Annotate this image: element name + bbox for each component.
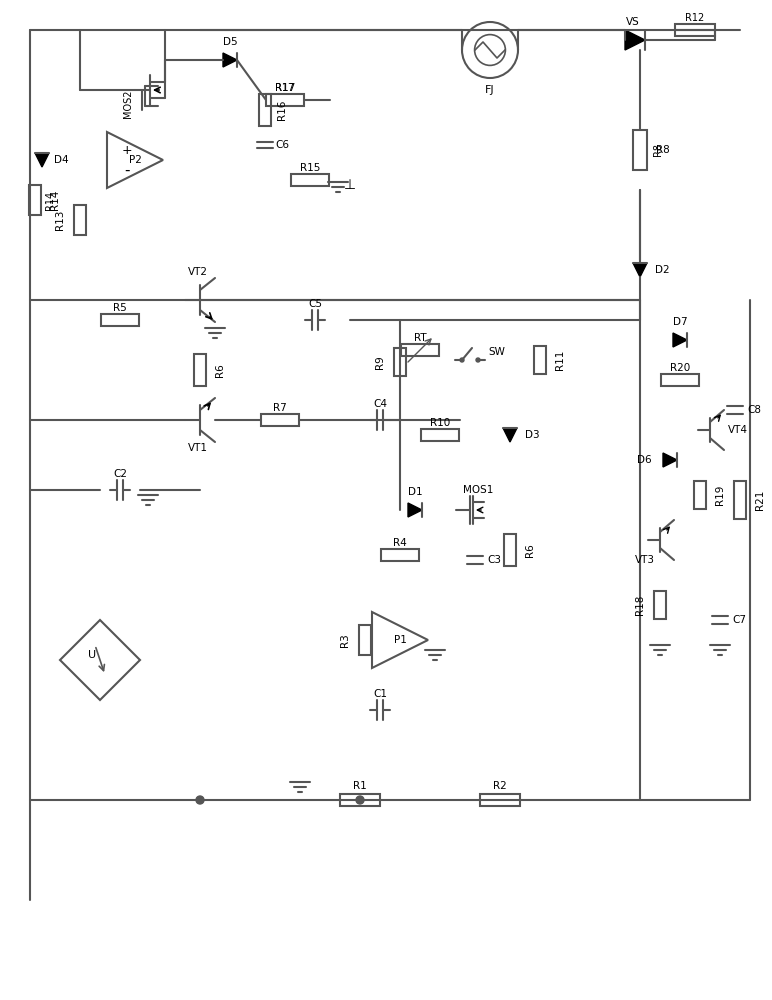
Polygon shape	[633, 263, 647, 277]
Text: C2: C2	[113, 469, 127, 479]
Circle shape	[460, 358, 464, 362]
Text: R17: R17	[276, 83, 295, 93]
Text: D5: D5	[222, 37, 237, 47]
Text: R5: R5	[113, 303, 127, 313]
Text: D3: D3	[525, 430, 540, 440]
Polygon shape	[408, 503, 422, 517]
Polygon shape	[223, 53, 237, 67]
Text: R10: R10	[430, 418, 450, 428]
Text: R8: R8	[656, 145, 670, 155]
Text: R14: R14	[45, 190, 55, 210]
Text: C7: C7	[732, 615, 746, 625]
Text: D2: D2	[655, 265, 669, 275]
Bar	[504, 534, 516, 566]
Text: R7: R7	[273, 403, 287, 413]
Text: D6: D6	[638, 455, 652, 465]
Bar	[340, 794, 380, 806]
Text: R9: R9	[375, 355, 385, 369]
Text: ⊥: ⊥	[344, 178, 356, 192]
Text: R11: R11	[555, 350, 565, 370]
Bar	[654, 591, 666, 619]
Text: C1: C1	[373, 689, 387, 699]
Bar	[266, 94, 304, 106]
Bar	[421, 429, 459, 441]
Text: MOS1: MOS1	[462, 485, 493, 495]
Text: P1: P1	[394, 635, 406, 645]
Bar	[734, 481, 746, 519]
Text: +: +	[122, 143, 132, 156]
Bar	[101, 314, 139, 326]
Text: C4: C4	[373, 399, 387, 409]
Bar	[259, 94, 271, 126]
Text: R21: R21	[755, 490, 765, 510]
Text: D4: D4	[54, 155, 69, 165]
Text: R14: R14	[50, 190, 60, 210]
Circle shape	[356, 796, 364, 804]
Bar	[480, 794, 520, 806]
Text: RT: RT	[414, 333, 426, 343]
Text: U: U	[88, 650, 96, 660]
Circle shape	[196, 796, 204, 804]
Text: D1: D1	[408, 487, 422, 497]
Text: R15: R15	[300, 163, 320, 173]
Circle shape	[476, 358, 480, 362]
Polygon shape	[673, 333, 687, 347]
Text: VT3: VT3	[635, 555, 655, 565]
Text: R16: R16	[277, 100, 287, 120]
Text: MOS2: MOS2	[123, 90, 133, 118]
Text: D7: D7	[672, 317, 687, 327]
Text: VT1: VT1	[188, 443, 208, 453]
Text: -: -	[124, 162, 130, 178]
Bar	[394, 348, 406, 376]
Text: VT2: VT2	[188, 267, 208, 277]
Text: C5: C5	[308, 299, 322, 309]
Text: VS: VS	[626, 17, 640, 27]
Text: R18: R18	[635, 595, 645, 615]
Text: P2: P2	[129, 155, 141, 165]
Polygon shape	[663, 453, 677, 467]
Text: R20: R20	[670, 363, 690, 373]
Bar	[694, 481, 706, 509]
Text: R4: R4	[393, 538, 407, 548]
Polygon shape	[625, 30, 645, 50]
Text: R8: R8	[653, 143, 663, 156]
Text: R17: R17	[275, 83, 295, 93]
Text: FJ: FJ	[485, 85, 495, 95]
Bar	[359, 625, 371, 655]
Text: VT4: VT4	[728, 425, 748, 435]
Text: R1: R1	[353, 781, 367, 791]
Bar	[74, 205, 86, 235]
Text: R13: R13	[55, 210, 65, 230]
Text: R2: R2	[493, 781, 507, 791]
Bar	[633, 130, 647, 170]
Text: R6: R6	[215, 363, 225, 377]
Text: R3: R3	[340, 633, 350, 647]
Text: R12: R12	[686, 13, 705, 23]
Bar	[675, 24, 715, 36]
Bar	[194, 354, 206, 386]
Text: SW: SW	[488, 347, 505, 357]
Bar	[381, 549, 419, 561]
Text: C3: C3	[487, 555, 501, 565]
Text: C8: C8	[747, 405, 761, 415]
Bar	[534, 346, 546, 374]
Bar	[261, 414, 299, 426]
Text: R19: R19	[715, 485, 725, 505]
Text: C6: C6	[275, 140, 289, 150]
Bar	[661, 374, 699, 386]
Bar	[29, 185, 41, 215]
Polygon shape	[35, 153, 49, 167]
Text: R6: R6	[525, 543, 535, 557]
Polygon shape	[503, 428, 517, 442]
Bar	[401, 344, 439, 356]
Bar	[291, 174, 329, 186]
